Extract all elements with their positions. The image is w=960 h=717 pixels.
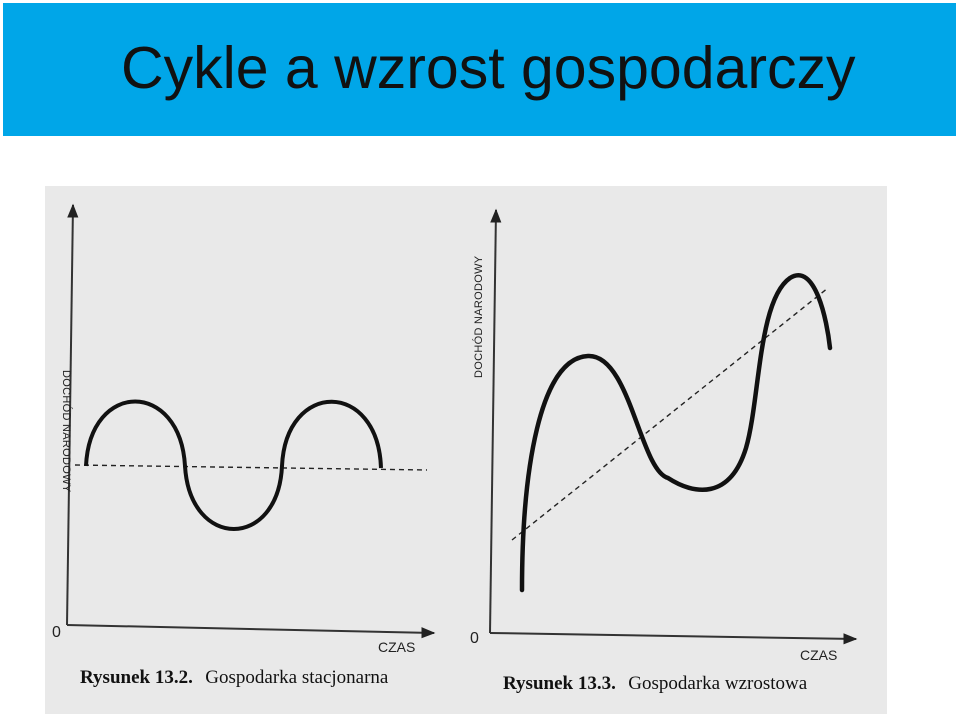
caption-number: Rysunek 13.3. xyxy=(503,673,616,694)
origin-label: 0 xyxy=(52,624,61,641)
figure-caption: Rysunek 13.2. Gospodarka stacjonarna xyxy=(80,667,389,688)
growth-cycle-curve xyxy=(519,273,833,593)
x-axis xyxy=(489,632,858,645)
x-axis xyxy=(66,624,436,639)
y-axis xyxy=(489,208,502,634)
trend-line xyxy=(74,464,428,471)
slide-title: Cykle a wzrost gospodarczy xyxy=(121,35,856,101)
trend-line xyxy=(511,287,829,541)
business-cycle-curve xyxy=(84,399,383,531)
x-axis-label: CZAS xyxy=(378,639,415,655)
caption-number: Rysunek 13.2. xyxy=(80,667,193,688)
origin-label: 0 xyxy=(470,630,479,647)
y-axis xyxy=(66,203,79,626)
caption-text: Gospodarka stacjonarna xyxy=(205,667,389,688)
figure-stationary-economy: DOCHÓD NARODOWY 0 CZAS Rysunek 13.2. Gos… xyxy=(52,203,436,688)
figure-caption: Rysunek 13.3. Gospodarka wzrostowa xyxy=(503,673,808,694)
caption-text: Gospodarka wzrostowa xyxy=(628,673,807,694)
title-bar: Cykle a wzrost gospodarczy xyxy=(3,3,956,136)
y-axis-label: DOCHÓD NARODOWY xyxy=(472,255,485,378)
figure-growing-economy: DOCHÓD NARODOWY 0 CZAS Rysunek 13.3. Gos… xyxy=(470,208,858,694)
y-axis-label: DOCHÓD NARODOWY xyxy=(60,370,73,493)
x-axis-label: CZAS xyxy=(800,647,837,663)
